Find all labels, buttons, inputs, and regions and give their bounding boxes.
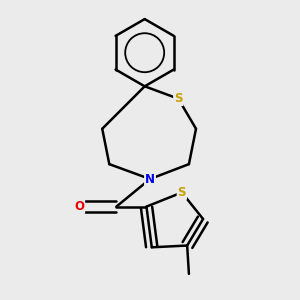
Text: N: N xyxy=(145,172,155,185)
Text: O: O xyxy=(74,200,84,213)
Text: S: S xyxy=(178,186,186,199)
Text: S: S xyxy=(174,92,183,105)
